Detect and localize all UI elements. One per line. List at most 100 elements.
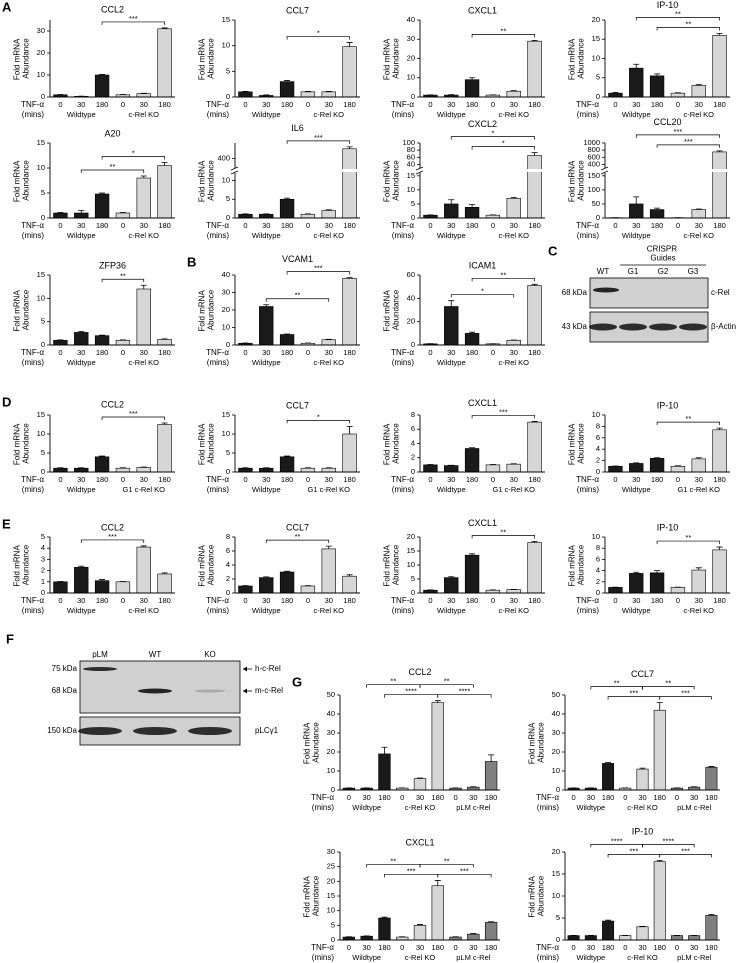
bar	[136, 546, 151, 594]
group-label: c-Rel KO	[627, 803, 658, 812]
bar	[342, 433, 357, 473]
bar	[705, 766, 718, 791]
bar	[691, 458, 706, 473]
significance-label: **	[665, 679, 671, 688]
error-bar	[654, 207, 661, 210]
y-tick-label: 10	[222, 322, 230, 331]
x-tick-label: 0	[121, 221, 125, 230]
group-label: c-Rel KO	[129, 110, 160, 119]
bar	[321, 91, 336, 98]
x-tick-label: 30	[510, 475, 518, 484]
group-label: Wildtype	[67, 110, 96, 119]
x-tick-label: 180	[713, 221, 726, 230]
y-tick-label: 400	[217, 153, 230, 162]
x-tick-label: 180	[653, 793, 666, 802]
x-tick-label: 30	[325, 100, 333, 109]
significance-label: ***	[314, 264, 323, 273]
x-axis-unit: (mins)	[392, 358, 415, 367]
y-tick-label: 4	[41, 543, 45, 552]
bar	[464, 333, 480, 346]
significance-label: **	[444, 856, 450, 865]
y-tick-label: 10	[222, 429, 230, 438]
panel-label: D	[2, 394, 11, 409]
y-tick-label: 10	[592, 532, 600, 541]
y-tick-label: 40	[407, 293, 415, 302]
group-label: pLM c-Rel	[456, 803, 491, 812]
group-label: Wildtype	[622, 231, 651, 240]
bar	[636, 768, 649, 791]
x-tick-label: 0	[491, 100, 495, 109]
bar	[712, 151, 727, 219]
x-tick-label: 30	[140, 221, 148, 230]
chart-title: CCL7	[286, 522, 309, 532]
y-tick-label: 15	[37, 270, 45, 279]
chart-title: ICAM1	[469, 260, 497, 270]
bar	[506, 198, 521, 219]
bar	[279, 571, 295, 594]
x-tick-label: 0	[613, 475, 617, 484]
x-tick-label: 180	[653, 943, 666, 952]
y-tick-label: 40	[222, 270, 230, 279]
x-axis-label: TNF-α	[206, 596, 229, 605]
group-label: c-Rel KO	[499, 110, 530, 119]
x-tick-label: 180	[343, 475, 356, 484]
error-bar	[488, 754, 495, 762]
chart-title: CXCL1	[468, 518, 497, 528]
bar	[94, 74, 110, 98]
y-tick-label: 3	[41, 554, 45, 563]
significance-label: **	[390, 677, 396, 686]
y-axis-label: Fold mRNA Abundance	[383, 288, 401, 331]
x-tick-label: 180	[528, 221, 541, 230]
x-tick-label: 30	[632, 100, 640, 109]
significance-bracket	[642, 844, 695, 848]
blot-band	[195, 689, 225, 693]
group-label: Wildtype	[576, 803, 605, 812]
significance-label: **	[390, 856, 396, 865]
bar	[431, 885, 444, 941]
lane-label: G3	[688, 267, 699, 276]
x-axis-unit: (mins)	[392, 485, 415, 494]
significance-bracket	[419, 684, 474, 688]
bar	[629, 573, 644, 594]
x-tick-label: 0	[572, 793, 576, 802]
error-bar	[448, 576, 455, 578]
bar	[94, 193, 110, 219]
error-bar	[161, 572, 168, 574]
bar	[649, 75, 665, 98]
error-bar	[633, 196, 640, 204]
x-axis-unit: (mins)	[207, 606, 230, 615]
significance-bracket	[656, 540, 720, 545]
significance-bracket	[659, 854, 712, 858]
bar	[653, 861, 666, 941]
x-tick-label: 0	[676, 475, 680, 484]
error-bar	[242, 90, 249, 92]
bar	[321, 210, 336, 219]
x-axis-label: TNF-α	[21, 221, 44, 230]
x-tick-label: 30	[690, 943, 698, 952]
x-axis-unit: (mins)	[207, 485, 230, 494]
significance-label: **	[500, 270, 506, 279]
y-tick-label: 6	[596, 554, 600, 563]
x-tick-label: 30	[632, 221, 640, 230]
x-tick-label: 0	[428, 221, 432, 230]
bar	[629, 203, 644, 219]
y-tick-label: 0	[226, 213, 230, 222]
significance-label: **	[110, 162, 116, 171]
bar	[653, 709, 666, 791]
x-tick-label: 180	[96, 221, 109, 230]
x-tick-label: 180	[158, 100, 171, 109]
x-axis-label: TNF-α	[576, 100, 599, 109]
lane-label: G2	[658, 267, 669, 276]
y-axis-label: Fold mRNA Abundance	[568, 159, 586, 202]
x-tick-label: 180	[343, 348, 356, 357]
y-tick-label: 10	[592, 53, 600, 62]
x-tick-label: 0	[676, 221, 680, 230]
chart-title: IP-10	[657, 0, 679, 10]
blot-size: 150 kDa	[47, 726, 77, 735]
x-tick-label: 0	[613, 221, 617, 230]
y-tick-label: 800	[587, 145, 600, 154]
group-label: c-Rel KO	[405, 803, 436, 812]
x-tick-label: 0	[623, 793, 627, 802]
y-tick-label: 80	[407, 145, 415, 154]
group-label: Wildtype	[67, 606, 96, 615]
